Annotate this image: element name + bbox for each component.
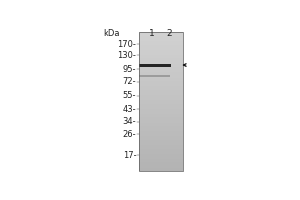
Text: 2: 2 (166, 29, 172, 38)
Bar (139, 46, 183, 48)
Bar (139, 32, 183, 171)
Bar (139, 124, 183, 126)
Bar (139, 88, 183, 90)
Bar (139, 86, 183, 88)
Bar (139, 129, 183, 131)
Bar (139, 71, 183, 72)
Bar (139, 60, 183, 62)
Bar (139, 147, 183, 149)
Bar (139, 83, 183, 84)
Bar (139, 133, 183, 135)
Bar (139, 157, 183, 159)
Bar (139, 65, 183, 67)
Text: 55-: 55- (123, 91, 136, 100)
Bar (139, 104, 183, 105)
Text: 26-: 26- (123, 130, 136, 139)
Text: 170-: 170- (117, 40, 136, 49)
Text: 95-: 95- (123, 65, 136, 74)
Bar (139, 79, 183, 81)
Bar (139, 145, 183, 147)
Bar (139, 159, 183, 161)
Bar (139, 53, 183, 55)
Text: 17-: 17- (123, 151, 136, 160)
Bar (139, 117, 183, 119)
Bar (139, 168, 183, 169)
Bar (139, 142, 183, 143)
Bar (139, 136, 183, 138)
Bar (139, 123, 183, 124)
Bar (139, 81, 183, 83)
Bar (139, 75, 170, 77)
Bar (139, 45, 183, 46)
Bar (139, 50, 183, 52)
Bar (139, 34, 183, 36)
Bar (139, 155, 183, 157)
Bar (139, 38, 183, 39)
Bar (139, 143, 183, 145)
Bar (139, 64, 171, 67)
Bar (139, 152, 183, 154)
Bar (139, 58, 183, 60)
Text: 130-: 130- (117, 51, 136, 60)
Bar (139, 84, 183, 86)
Bar (139, 121, 183, 123)
Text: 43-: 43- (123, 105, 136, 114)
Bar (139, 110, 183, 112)
Bar (139, 64, 183, 65)
Text: 1: 1 (148, 29, 154, 38)
Bar (139, 135, 183, 136)
Bar (139, 52, 183, 53)
Bar (139, 62, 183, 64)
Bar (139, 43, 183, 45)
Bar (139, 161, 183, 162)
Bar (139, 48, 183, 50)
Bar (139, 67, 183, 69)
Bar (139, 150, 183, 152)
Bar (139, 128, 183, 129)
Bar (139, 100, 183, 102)
Bar (139, 149, 183, 150)
Bar (139, 69, 183, 71)
Bar (139, 98, 183, 100)
Bar (139, 95, 183, 97)
Bar (139, 126, 183, 128)
Bar (139, 109, 183, 110)
Bar (139, 57, 183, 58)
Bar (139, 72, 183, 74)
Bar (139, 140, 183, 142)
Bar (139, 169, 183, 171)
Bar (139, 131, 183, 133)
Bar (139, 105, 183, 107)
Bar (139, 166, 183, 168)
Bar (139, 39, 183, 41)
Text: 72-: 72- (123, 77, 136, 86)
Bar (139, 90, 183, 91)
Bar (139, 116, 183, 117)
Bar (139, 41, 183, 43)
Bar (139, 76, 183, 78)
Text: 34-: 34- (123, 117, 136, 126)
Bar (139, 164, 183, 166)
Bar (139, 93, 183, 95)
Bar (139, 97, 183, 98)
Bar (139, 112, 183, 114)
Bar (139, 32, 183, 34)
Bar (139, 162, 183, 164)
Bar (139, 119, 183, 121)
Bar (139, 107, 183, 109)
Bar (139, 55, 183, 57)
Bar (139, 74, 183, 76)
Text: kDa: kDa (103, 29, 120, 38)
Bar (139, 154, 183, 155)
Bar (139, 36, 183, 38)
Bar (139, 138, 183, 140)
Bar (139, 102, 183, 104)
Bar (139, 114, 183, 116)
Bar (139, 78, 183, 79)
Bar (139, 91, 183, 93)
